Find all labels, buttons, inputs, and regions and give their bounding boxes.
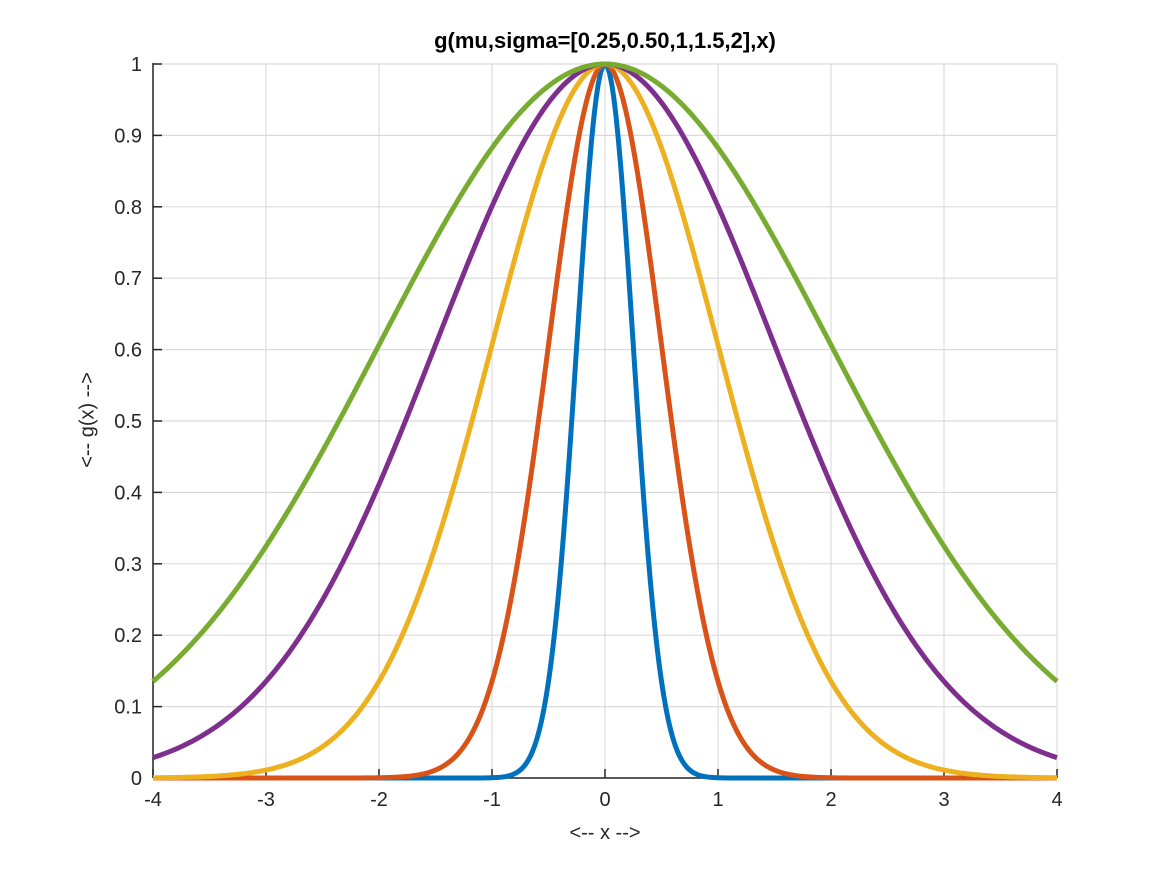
y-tick-label: 0.2 <box>114 625 142 647</box>
x-tick-label: -4 <box>144 789 162 811</box>
y-tick-label: 0.3 <box>114 554 142 576</box>
y-tick-label: 0 <box>131 768 142 790</box>
x-tick-label: 3 <box>938 789 949 811</box>
y-tick-label: 0.5 <box>114 411 142 433</box>
y-tick-label: 0.7 <box>114 268 142 290</box>
y-tick-label: 0.1 <box>114 697 142 719</box>
y-tick-label: 0.8 <box>114 197 142 219</box>
x-tick-label: -2 <box>370 789 388 811</box>
curve-sigma-2 <box>151 61 1059 684</box>
y-tick-label: 0.6 <box>114 340 142 362</box>
y-axis-label: <-- g(x) --> <box>76 372 99 468</box>
y-tick-label: 0.4 <box>114 482 142 504</box>
y-tick-label: 0.9 <box>114 125 142 147</box>
x-tick-label: 2 <box>825 789 836 811</box>
x-tick-label: 1 <box>712 789 723 811</box>
x-tick-label: 4 <box>1051 789 1062 811</box>
x-tick-label: -3 <box>257 789 275 811</box>
x-tick-label: -1 <box>483 789 501 811</box>
x-axis-label: <-- x --> <box>569 822 641 844</box>
x-tick-label: 0 <box>599 789 610 811</box>
y-tick-label: 1 <box>131 54 142 76</box>
chart-title: g(mu,sigma=[0.25,0.50,1,1.5,2],x) <box>434 28 776 53</box>
